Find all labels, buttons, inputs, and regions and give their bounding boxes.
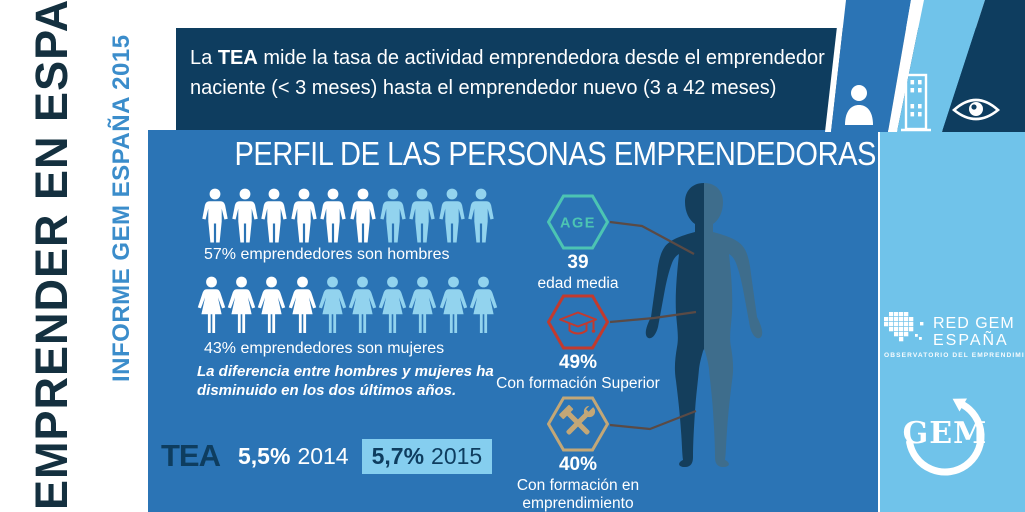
- man-pictogram: [291, 188, 317, 243]
- badge-training: 40% Con formación en emprendimiento: [488, 395, 668, 512]
- men-pictogram-row: [202, 188, 494, 243]
- man-pictogram: [202, 188, 228, 243]
- tea-2015-box: 5,7% 2015: [361, 438, 493, 474]
- gem-arrow-arc: [906, 401, 985, 476]
- women-percentage-label: 43% emprendedores son mujeres: [204, 340, 445, 357]
- banner-text-pre: La: [190, 47, 218, 69]
- tea-2014-value: 5,5%: [238, 442, 291, 469]
- badge-education: 49% Con formación Superior: [488, 293, 668, 393]
- women-pictogram-row: [197, 276, 498, 334]
- education-value: 49%: [558, 352, 598, 373]
- building-icon: [901, 73, 931, 132]
- banner-text-rest: mide la tasa de actividad emprendedora d…: [257, 47, 825, 69]
- note-line-2: disminuido en los dos últimos años.: [197, 382, 457, 399]
- tea-2014-year: 2014: [297, 442, 349, 469]
- red-gem-line2: ESPAÑA: [933, 332, 1009, 349]
- woman-pictogram: [257, 276, 286, 334]
- banner-text-line2: naciente (< 3 meses) hasta el emprendedo…: [190, 77, 777, 99]
- spain-pixel-map-icon: [884, 312, 924, 342]
- gem-logo: GEM: [903, 398, 988, 476]
- silhouette-right-half: [704, 183, 763, 467]
- diagonal-ribbons: [825, 0, 1025, 132]
- man-pictogram: [380, 188, 406, 243]
- man-pictogram: [261, 188, 287, 243]
- training-value: 40%: [558, 454, 598, 475]
- red-gem-line1: RED GEM: [933, 315, 1015, 332]
- note-line-1: La diferencia entre hombres y mujeres ha: [197, 363, 494, 380]
- tea-label: TEA: [161, 438, 221, 473]
- tea-2015-value: 5,7%: [371, 442, 425, 469]
- woman-pictogram: [378, 276, 407, 334]
- man-pictogram: [409, 188, 435, 243]
- tassel-dot: [591, 329, 596, 333]
- graduation-cap-icon: [547, 294, 609, 350]
- ribbon-sky: [897, 0, 985, 132]
- wrench-notch: [586, 404, 594, 412]
- vertical-title: EMPRENDER EN ESPAÑA: [26, 0, 77, 510]
- age-hexagon: AGE: [547, 194, 609, 250]
- gender-gap-note: La diferencia entre hombres y mujeres ha…: [197, 362, 494, 400]
- woman-pictogram: [197, 276, 226, 334]
- education-caption: Con formación Superior: [496, 375, 660, 392]
- tea-rate-row: TEA 5,5% 2014 5,7% 2015: [161, 436, 493, 476]
- ribbon-navy: [942, 0, 1025, 132]
- man-pictogram: [439, 188, 465, 243]
- training-caption: Con formación en emprendimiento: [516, 477, 640, 512]
- graduation-cap-glyph: [559, 311, 597, 335]
- red-gem-logo: RED GEM ESPAÑA OBSERVATORIO DEL EMPRENDI…: [884, 312, 1025, 359]
- ribbon-blue: [831, 0, 911, 132]
- tea-definition-text: La TEA mide la tasa de actividad emprend…: [176, 28, 1025, 103]
- tools-icon: [547, 396, 609, 452]
- gem-wordmark: GEM: [903, 416, 988, 451]
- woman-pictogram: [227, 276, 256, 334]
- badge-age: AGE 39 edad media: [488, 193, 668, 293]
- woman-pictogram: [439, 276, 468, 334]
- banner-tea-term: TEA: [217, 47, 258, 69]
- man-pictogram: [350, 188, 376, 243]
- woman-pictogram: [288, 276, 317, 334]
- men-percentage-label: 57% emprendedores son hombres: [204, 246, 450, 263]
- hexagon-outline: [547, 194, 609, 250]
- woman-pictogram: [348, 276, 377, 334]
- ribbon-gap: [825, 0, 846, 132]
- tea-2015-year: 2015: [431, 442, 483, 469]
- age-caption: edad media: [537, 275, 619, 292]
- woman-pictogram: [408, 276, 437, 334]
- ribbon-gap: [888, 0, 924, 132]
- panel-title: PERFIL DE LAS PERSONAS EMPRENDEDORAS: [234, 135, 877, 172]
- red-gem-tagline: OBSERVATORIO DEL EMPRENDIMIENTO: [884, 352, 1025, 359]
- man-pictogram: [320, 188, 346, 243]
- eye-icon: [952, 98, 1000, 121]
- hexagon-outline: [547, 396, 609, 452]
- hexagon-outline: [547, 294, 609, 350]
- gem-arrow-head: [952, 398, 967, 412]
- person-bust-icon: [845, 85, 873, 125]
- vertical-subtitle: INFORME GEM ESPAÑA 2015: [108, 34, 135, 382]
- age-hex-label: AGE: [560, 216, 596, 232]
- man-pictogram: [232, 188, 258, 243]
- age-value: 39: [567, 252, 589, 273]
- woman-pictogram: [318, 276, 347, 334]
